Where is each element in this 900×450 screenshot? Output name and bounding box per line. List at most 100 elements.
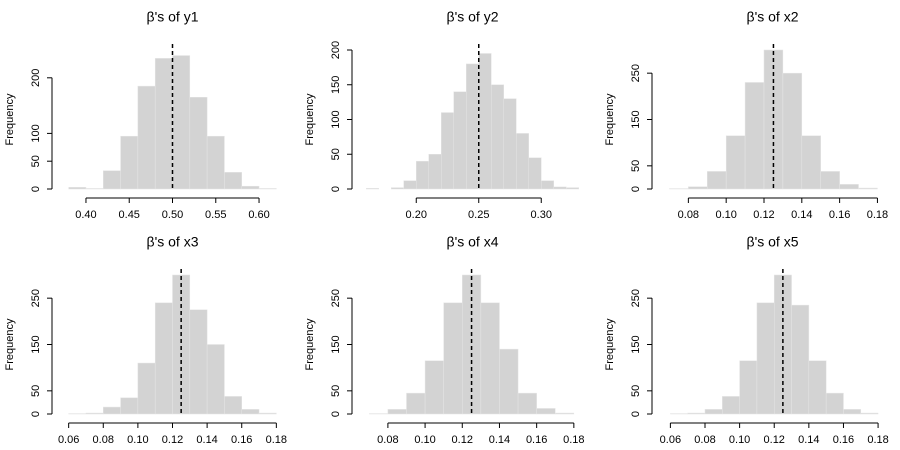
bar	[120, 397, 139, 415]
x-tick-label: 0.08	[694, 434, 715, 446]
x-tick-label: 0.10	[414, 434, 435, 446]
bar	[137, 362, 156, 415]
x-tick-label: 0.14	[791, 209, 812, 221]
y-tick-label: 0	[30, 186, 42, 192]
y-tick-label: 0	[630, 411, 642, 417]
bar	[424, 360, 444, 415]
bar	[206, 344, 225, 415]
panel-title: β's of x4	[447, 234, 499, 250]
y-tick-label: 0	[30, 411, 42, 417]
x-tick-label: 0.14	[798, 434, 819, 446]
bar	[491, 84, 504, 190]
bar	[744, 82, 765, 190]
bar	[241, 185, 260, 190]
y-tick-label: 150	[330, 76, 342, 94]
panel: β's of y1 Frequency 0.40 0.45 0.50 0.55 0.60 0 5…	[4, 9, 277, 221]
bar	[224, 396, 242, 415]
x-tick-label: 0.45	[119, 209, 140, 221]
bar	[820, 171, 840, 190]
bar	[517, 392, 537, 415]
bar	[725, 135, 746, 190]
bar	[860, 412, 879, 415]
y-tick-label: 0	[630, 186, 642, 192]
bar	[843, 409, 862, 415]
x-tick-label: 0.20	[406, 209, 427, 221]
y-axis-label: Frequency	[304, 93, 316, 145]
x-tick-label: 0.12	[753, 209, 774, 221]
bar	[154, 302, 173, 415]
bar	[85, 412, 104, 415]
y-axis-label: Frequency	[604, 93, 616, 145]
bar	[553, 186, 567, 190]
bar	[839, 184, 859, 190]
bar	[103, 406, 121, 415]
y-tick-label: 200	[330, 41, 342, 59]
y-tick-label: 100	[30, 124, 42, 142]
bar	[85, 188, 104, 190]
y-tick-label: 150	[30, 335, 42, 353]
panel: β's of x5 Frequency 0.06 0.08 0.10 0.12 0.14 0.…	[604, 234, 889, 446]
panel: β's of x4 Frequency 0.08 0.10 0.12 0.14 0.16 0.…	[304, 234, 585, 446]
bar	[687, 412, 706, 415]
bar	[416, 160, 429, 190]
x-tick-label: 0.60	[248, 209, 269, 221]
panel-title: β's of x3	[147, 234, 199, 250]
bar	[172, 274, 191, 415]
bar	[258, 412, 277, 415]
y-tick-label: 50	[330, 385, 342, 397]
bar	[782, 72, 803, 190]
y-tick-label: 50	[630, 160, 642, 172]
bar	[516, 133, 529, 190]
y-tick-label: 50	[30, 385, 42, 397]
y-axis-label: Frequency	[604, 318, 616, 370]
bar	[391, 187, 404, 190]
y-axis-label: Frequency	[4, 93, 16, 145]
x-tick-label: 0.08	[678, 209, 699, 221]
bar	[441, 112, 454, 190]
x-tick-label: 0.10	[715, 209, 736, 221]
x-tick-label: 0.16	[829, 209, 850, 221]
x-tick-label: 0.14	[196, 434, 217, 446]
bar	[137, 85, 156, 190]
x-tick-label: 0.06	[58, 434, 79, 446]
y-tick-label: 200	[30, 69, 42, 87]
x-tick-label: 0.10	[729, 434, 750, 446]
panel-title: β's of y2	[447, 9, 499, 25]
panel: β's of x2 Frequency 0.08 0.10 0.12 0.14 0.16 0.…	[604, 9, 888, 221]
panel-title: β's of x2	[747, 9, 799, 25]
panel-title: β's of y1	[147, 9, 199, 25]
y-tick-label: 250	[30, 289, 42, 307]
x-tick-label: 0.55	[205, 209, 226, 221]
bar	[773, 274, 792, 415]
bar	[68, 187, 87, 190]
bar	[443, 302, 463, 415]
bar	[739, 360, 758, 415]
x-tick-label: 0.40	[75, 209, 96, 221]
bar	[403, 180, 417, 190]
bar	[466, 63, 479, 190]
bar	[224, 172, 242, 190]
bar	[554, 412, 575, 415]
bar	[858, 187, 878, 190]
panel-title: β's of x5	[747, 234, 799, 250]
y-tick-label: 50	[330, 148, 342, 160]
bar	[791, 304, 810, 415]
x-tick-label: 0.30	[531, 209, 552, 221]
bar	[120, 135, 139, 190]
y-tick-label: 150	[630, 110, 642, 128]
bar	[801, 135, 821, 190]
x-tick-label: 0.10	[127, 434, 148, 446]
y-tick-label: 150	[630, 335, 642, 353]
bar	[825, 392, 844, 415]
y-tick-label: 0	[330, 411, 342, 417]
y-tick-label: 250	[630, 64, 642, 82]
bar	[566, 187, 579, 190]
y-tick-label: 0	[330, 186, 342, 192]
bar	[366, 188, 379, 190]
bar	[189, 97, 208, 190]
bar	[103, 170, 121, 190]
x-tick-label: 0.18	[867, 434, 888, 446]
bar	[499, 348, 519, 415]
bar	[528, 157, 542, 190]
